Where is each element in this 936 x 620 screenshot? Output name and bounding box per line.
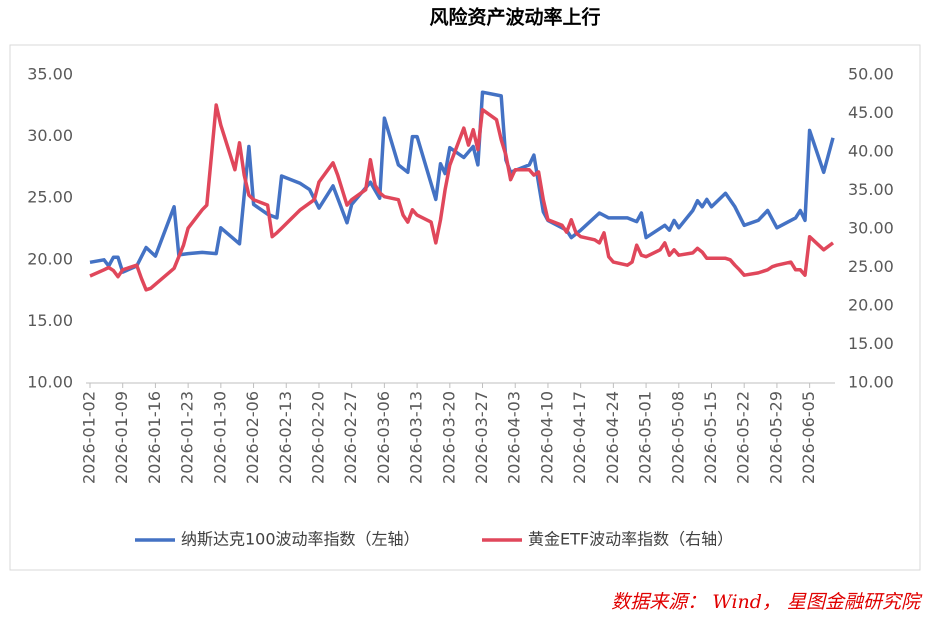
x-tick-label: 2026-04-17 [570,391,589,484]
y-tick-label: 25.00 [27,188,73,207]
y-tick-label: 35.00 [27,65,73,84]
y-tick-label: 20.00 [27,249,73,268]
y-tick-label: 30.00 [27,126,73,145]
x-tick-label: 2026-01-09 [112,391,131,484]
y2-tick-label: 10.00 [848,373,894,392]
y2-tick-label: 45.00 [848,103,894,122]
y2-tick-label: 15.00 [848,334,894,353]
x-tick-label: 2026-05-01 [636,391,655,484]
x-tick-label: 2026-04-24 [603,391,622,484]
x-tick-label: 2026-05-22 [734,391,753,484]
y2-tick-label: 50.00 [848,65,894,84]
series-line [89,90,835,274]
y2-tick-label: 20.00 [848,296,894,315]
legend-label: 纳斯达克100波动率指数（左轴） [181,530,420,549]
y2-tick-label: 25.00 [848,257,894,276]
x-tick-label: 2026-03-06 [374,391,393,484]
x-tick-label: 2026-04-03 [505,391,524,484]
x-tick-label: 2026-01-30 [210,391,229,484]
y-tick-label: 10.00 [27,373,73,392]
x-tick-label: 2026-04-10 [537,391,556,484]
y2-tick-label: 30.00 [848,219,894,238]
y2-tick-label: 40.00 [848,142,894,161]
x-tick-label: 2026-05-29 [766,391,785,484]
x-tick-label: 2026-01-16 [145,391,164,484]
series-line [89,103,835,292]
x-tick-label: 2026-03-20 [439,391,458,484]
chart-title: 风险资产波动率上行 [429,6,600,29]
x-tick-label: 2026-02-20 [308,391,327,484]
x-tick-label: 2026-02-27 [341,391,360,484]
source-note: 数据来源： Wind， 星图金融研究院 [611,591,923,613]
chart-border [9,44,921,571]
x-tick-label: 2026-02-06 [243,391,262,484]
y2-tick-label: 35.00 [848,180,894,199]
x-tick-label: 2026-02-13 [276,391,295,484]
legend-label: 黄金ETF波动率指数（右轴） [528,530,733,549]
x-tick-label: 2026-06-05 [799,391,818,484]
x-tick-label: 2026-01-23 [178,391,197,484]
x-tick-label: 2026-05-15 [701,391,720,484]
y-tick-label: 15.00 [27,311,73,330]
x-tick-label: 2026-03-27 [472,391,491,484]
x-tick-label: 2026-01-02 [80,391,99,484]
x-tick-label: 2026-05-08 [668,391,687,484]
x-tick-label: 2026-03-13 [407,391,426,484]
